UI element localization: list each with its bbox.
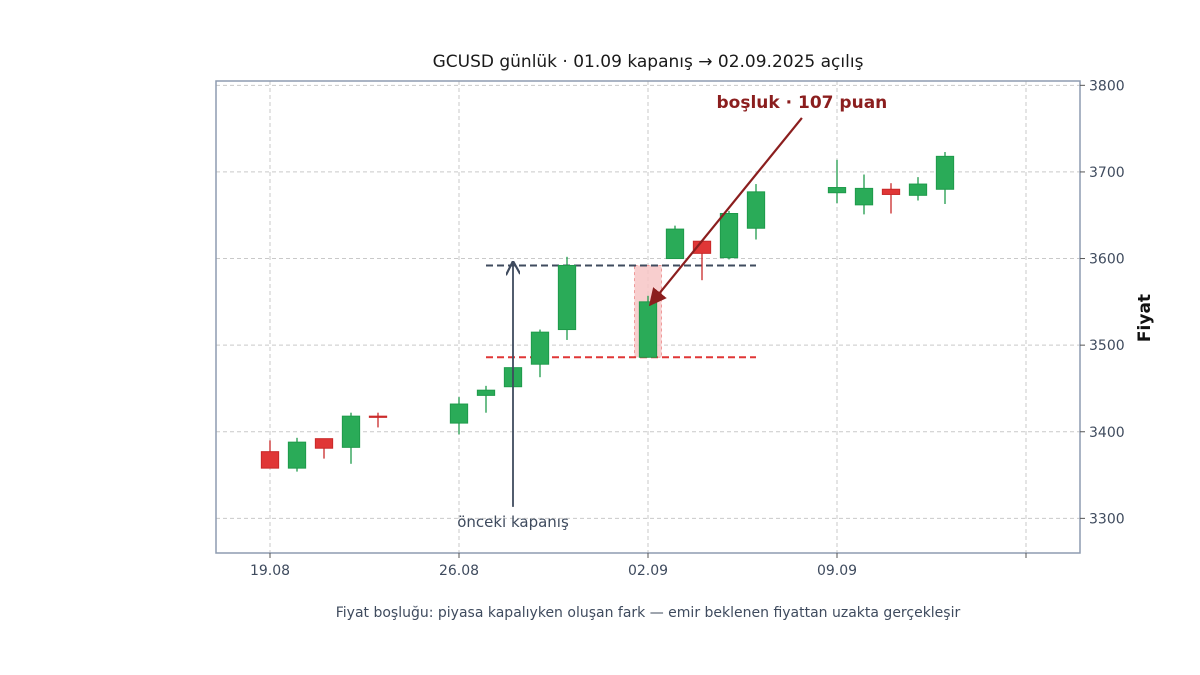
x-tick-label: 02.09 — [628, 563, 668, 579]
candle — [341, 412, 361, 464]
x-tick-label: 19.08 — [250, 563, 290, 579]
candle — [935, 152, 955, 204]
prev-close-annotation-label: önceki kapanış — [457, 513, 569, 531]
candle — [638, 295, 658, 358]
y-axis-label: Fiyat — [1135, 294, 1155, 342]
candle-body — [314, 438, 334, 449]
candle-body — [854, 187, 874, 206]
candle — [557, 256, 577, 340]
gap-arrow — [648, 117, 803, 307]
candle — [854, 174, 874, 215]
candles — [260, 152, 955, 472]
candle-body — [665, 228, 685, 260]
gap-overlays — [486, 264, 756, 359]
x-tick-label: 09.09 — [817, 563, 857, 579]
candle-body — [881, 188, 901, 195]
y-axis: 3300 3400 3500 3600 3700 3800 — [1080, 78, 1125, 527]
candle-body — [827, 187, 847, 194]
candle-body — [935, 155, 955, 190]
candle — [908, 177, 928, 201]
candle — [719, 210, 739, 260]
candle-body — [638, 301, 658, 358]
candle-body — [908, 183, 928, 196]
chart-title: GCUSD günlük · 01.09 kapanış → 02.09.202… — [433, 52, 864, 72]
x-axis: 19.08 26.08 02.09 09.09 — [250, 553, 1027, 579]
candle-body — [746, 191, 766, 229]
candle-body — [368, 415, 388, 418]
candle-body — [719, 213, 739, 259]
candle-body — [449, 403, 469, 424]
candle — [476, 385, 496, 413]
candle-body — [341, 415, 361, 448]
candle — [530, 329, 550, 378]
candle — [881, 183, 901, 214]
candle — [368, 412, 388, 428]
candle — [314, 438, 334, 459]
candle-body — [557, 264, 577, 331]
candle-body — [260, 451, 280, 469]
candle-body — [287, 441, 307, 469]
y-tick-label: 3600 — [1089, 252, 1125, 268]
candle — [665, 225, 685, 260]
y-tick-label: 3400 — [1089, 425, 1125, 441]
candle — [827, 159, 847, 204]
y-tick-label: 3800 — [1089, 78, 1125, 94]
candle-body — [476, 389, 496, 396]
candle — [449, 397, 469, 435]
y-tick-label: 3700 — [1089, 165, 1125, 181]
annotations: boşluk · 107 puan önceki kapanış — [457, 93, 887, 531]
chart-subtitle: Fiyat boşluğu: piyasa kapalıyken oluşan … — [336, 605, 961, 621]
candle — [692, 240, 712, 281]
x-tick-label: 26.08 — [439, 563, 479, 579]
y-tick-label: 3500 — [1089, 338, 1125, 354]
y-tick-label: 3300 — [1089, 511, 1125, 527]
candle — [260, 440, 280, 469]
candle — [287, 437, 307, 472]
gap-annotation-label: boşluk · 107 puan — [717, 93, 888, 113]
candle-body — [530, 331, 550, 365]
candle — [746, 184, 766, 240]
